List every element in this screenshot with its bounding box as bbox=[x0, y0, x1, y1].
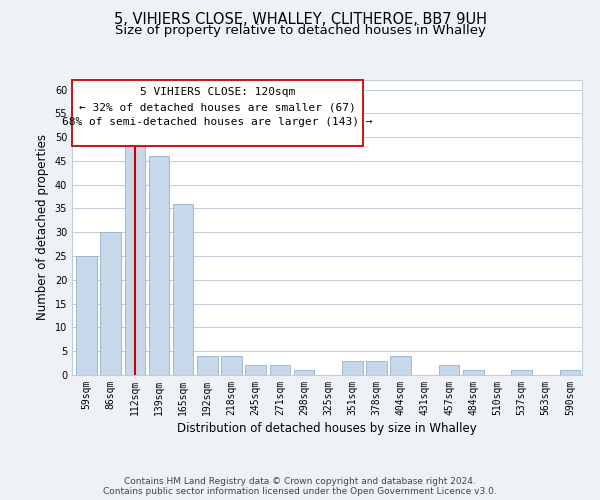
Text: 5, VIHIERS CLOSE, WHALLEY, CLITHEROE, BB7 9UH: 5, VIHIERS CLOSE, WHALLEY, CLITHEROE, BB… bbox=[113, 12, 487, 28]
Bar bbox=[439, 366, 460, 375]
Bar bbox=[100, 232, 121, 375]
Bar bbox=[511, 370, 532, 375]
Text: 5 VIHIERS CLOSE: 120sqm
← 32% of detached houses are smaller (67)
68% of semi-de: 5 VIHIERS CLOSE: 120sqm ← 32% of detache… bbox=[62, 87, 373, 128]
Text: Contains public sector information licensed under the Open Government Licence v3: Contains public sector information licen… bbox=[103, 486, 497, 496]
Bar bbox=[560, 370, 580, 375]
Bar bbox=[366, 360, 387, 375]
X-axis label: Distribution of detached houses by size in Whalley: Distribution of detached houses by size … bbox=[177, 422, 477, 435]
Bar bbox=[197, 356, 218, 375]
Bar bbox=[221, 356, 242, 375]
Bar bbox=[76, 256, 97, 375]
Bar bbox=[269, 366, 290, 375]
Bar bbox=[391, 356, 411, 375]
FancyBboxPatch shape bbox=[72, 80, 362, 146]
Text: Size of property relative to detached houses in Whalley: Size of property relative to detached ho… bbox=[115, 24, 485, 37]
Bar bbox=[173, 204, 193, 375]
Y-axis label: Number of detached properties: Number of detached properties bbox=[36, 134, 49, 320]
Bar bbox=[294, 370, 314, 375]
Bar bbox=[125, 142, 145, 375]
Bar bbox=[149, 156, 169, 375]
Bar bbox=[245, 366, 266, 375]
Bar bbox=[342, 360, 362, 375]
Text: Contains HM Land Registry data © Crown copyright and database right 2024.: Contains HM Land Registry data © Crown c… bbox=[124, 476, 476, 486]
Bar bbox=[463, 370, 484, 375]
